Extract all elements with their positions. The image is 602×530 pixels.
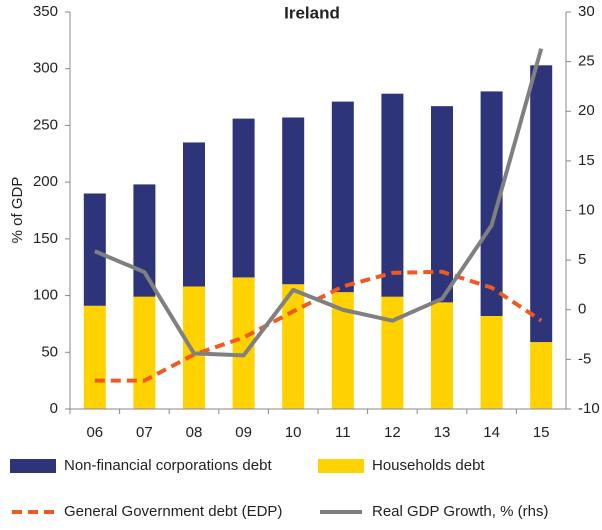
y2-tick-label: 25 (578, 53, 595, 70)
bar (232, 277, 255, 409)
bar (480, 315, 503, 409)
x-tick-label: 06 (86, 424, 103, 441)
y-axis-label: % of GDP (9, 177, 26, 244)
line-series (94, 269, 543, 383)
x-tick-label: 14 (483, 424, 500, 441)
bar (381, 93, 404, 297)
bar (530, 65, 553, 343)
y2-tick-label: 30 (578, 3, 595, 20)
bar (282, 117, 305, 285)
bar (331, 292, 354, 409)
legend-label: Households debt (372, 457, 485, 474)
bar (381, 296, 404, 409)
y2-tick-label: 10 (578, 201, 595, 218)
x-tick-label: 13 (434, 424, 451, 441)
x-tick-label: 10 (285, 424, 302, 441)
bar (480, 91, 503, 316)
y2-tick-label: 20 (578, 102, 595, 119)
legend-label: Real GDP Growth, % (rhs) (372, 503, 548, 520)
y-tick-label: 100 (33, 287, 58, 304)
legend-label: General Government debt (EDP) (64, 503, 282, 520)
bar (530, 342, 553, 409)
y2-tick-label: -5 (578, 350, 591, 367)
y-tick-label: 200 (33, 173, 58, 190)
x-tick-label: 11 (335, 424, 351, 441)
bar (282, 284, 305, 409)
legend-swatch (10, 459, 56, 473)
y2-tick-label: -10 (578, 400, 600, 417)
y2-tick-label: 0 (578, 301, 586, 318)
bar (133, 296, 156, 409)
y-tick-label: 50 (41, 343, 58, 360)
bar (83, 193, 106, 306)
y-tick-label: 250 (33, 116, 58, 133)
bar (183, 286, 205, 409)
x-tick-label: 12 (384, 424, 401, 441)
bar (331, 101, 354, 293)
x-tick-label: 09 (235, 424, 252, 441)
bar (183, 142, 205, 287)
x-tick-label: 08 (186, 424, 203, 441)
bar (232, 118, 255, 278)
x-tick-label: 07 (136, 424, 153, 441)
y-tick-label: 350 (33, 3, 58, 20)
bar (133, 184, 156, 297)
x-tick-label: 15 (533, 424, 550, 441)
line-series (94, 48, 544, 358)
chart-title: Ireland (284, 3, 340, 22)
y2-tick-label: 5 (578, 251, 586, 268)
bar (431, 302, 453, 409)
y-tick-label: 0 (50, 400, 58, 417)
y2-tick-label: 15 (578, 152, 595, 169)
y-tick-label: 300 (33, 60, 58, 77)
legend-swatch (318, 459, 364, 473)
bar (431, 106, 453, 303)
y-tick-label: 150 (33, 230, 58, 247)
legend-label: Non-financial corporations debt (64, 457, 272, 474)
bar (83, 305, 106, 409)
